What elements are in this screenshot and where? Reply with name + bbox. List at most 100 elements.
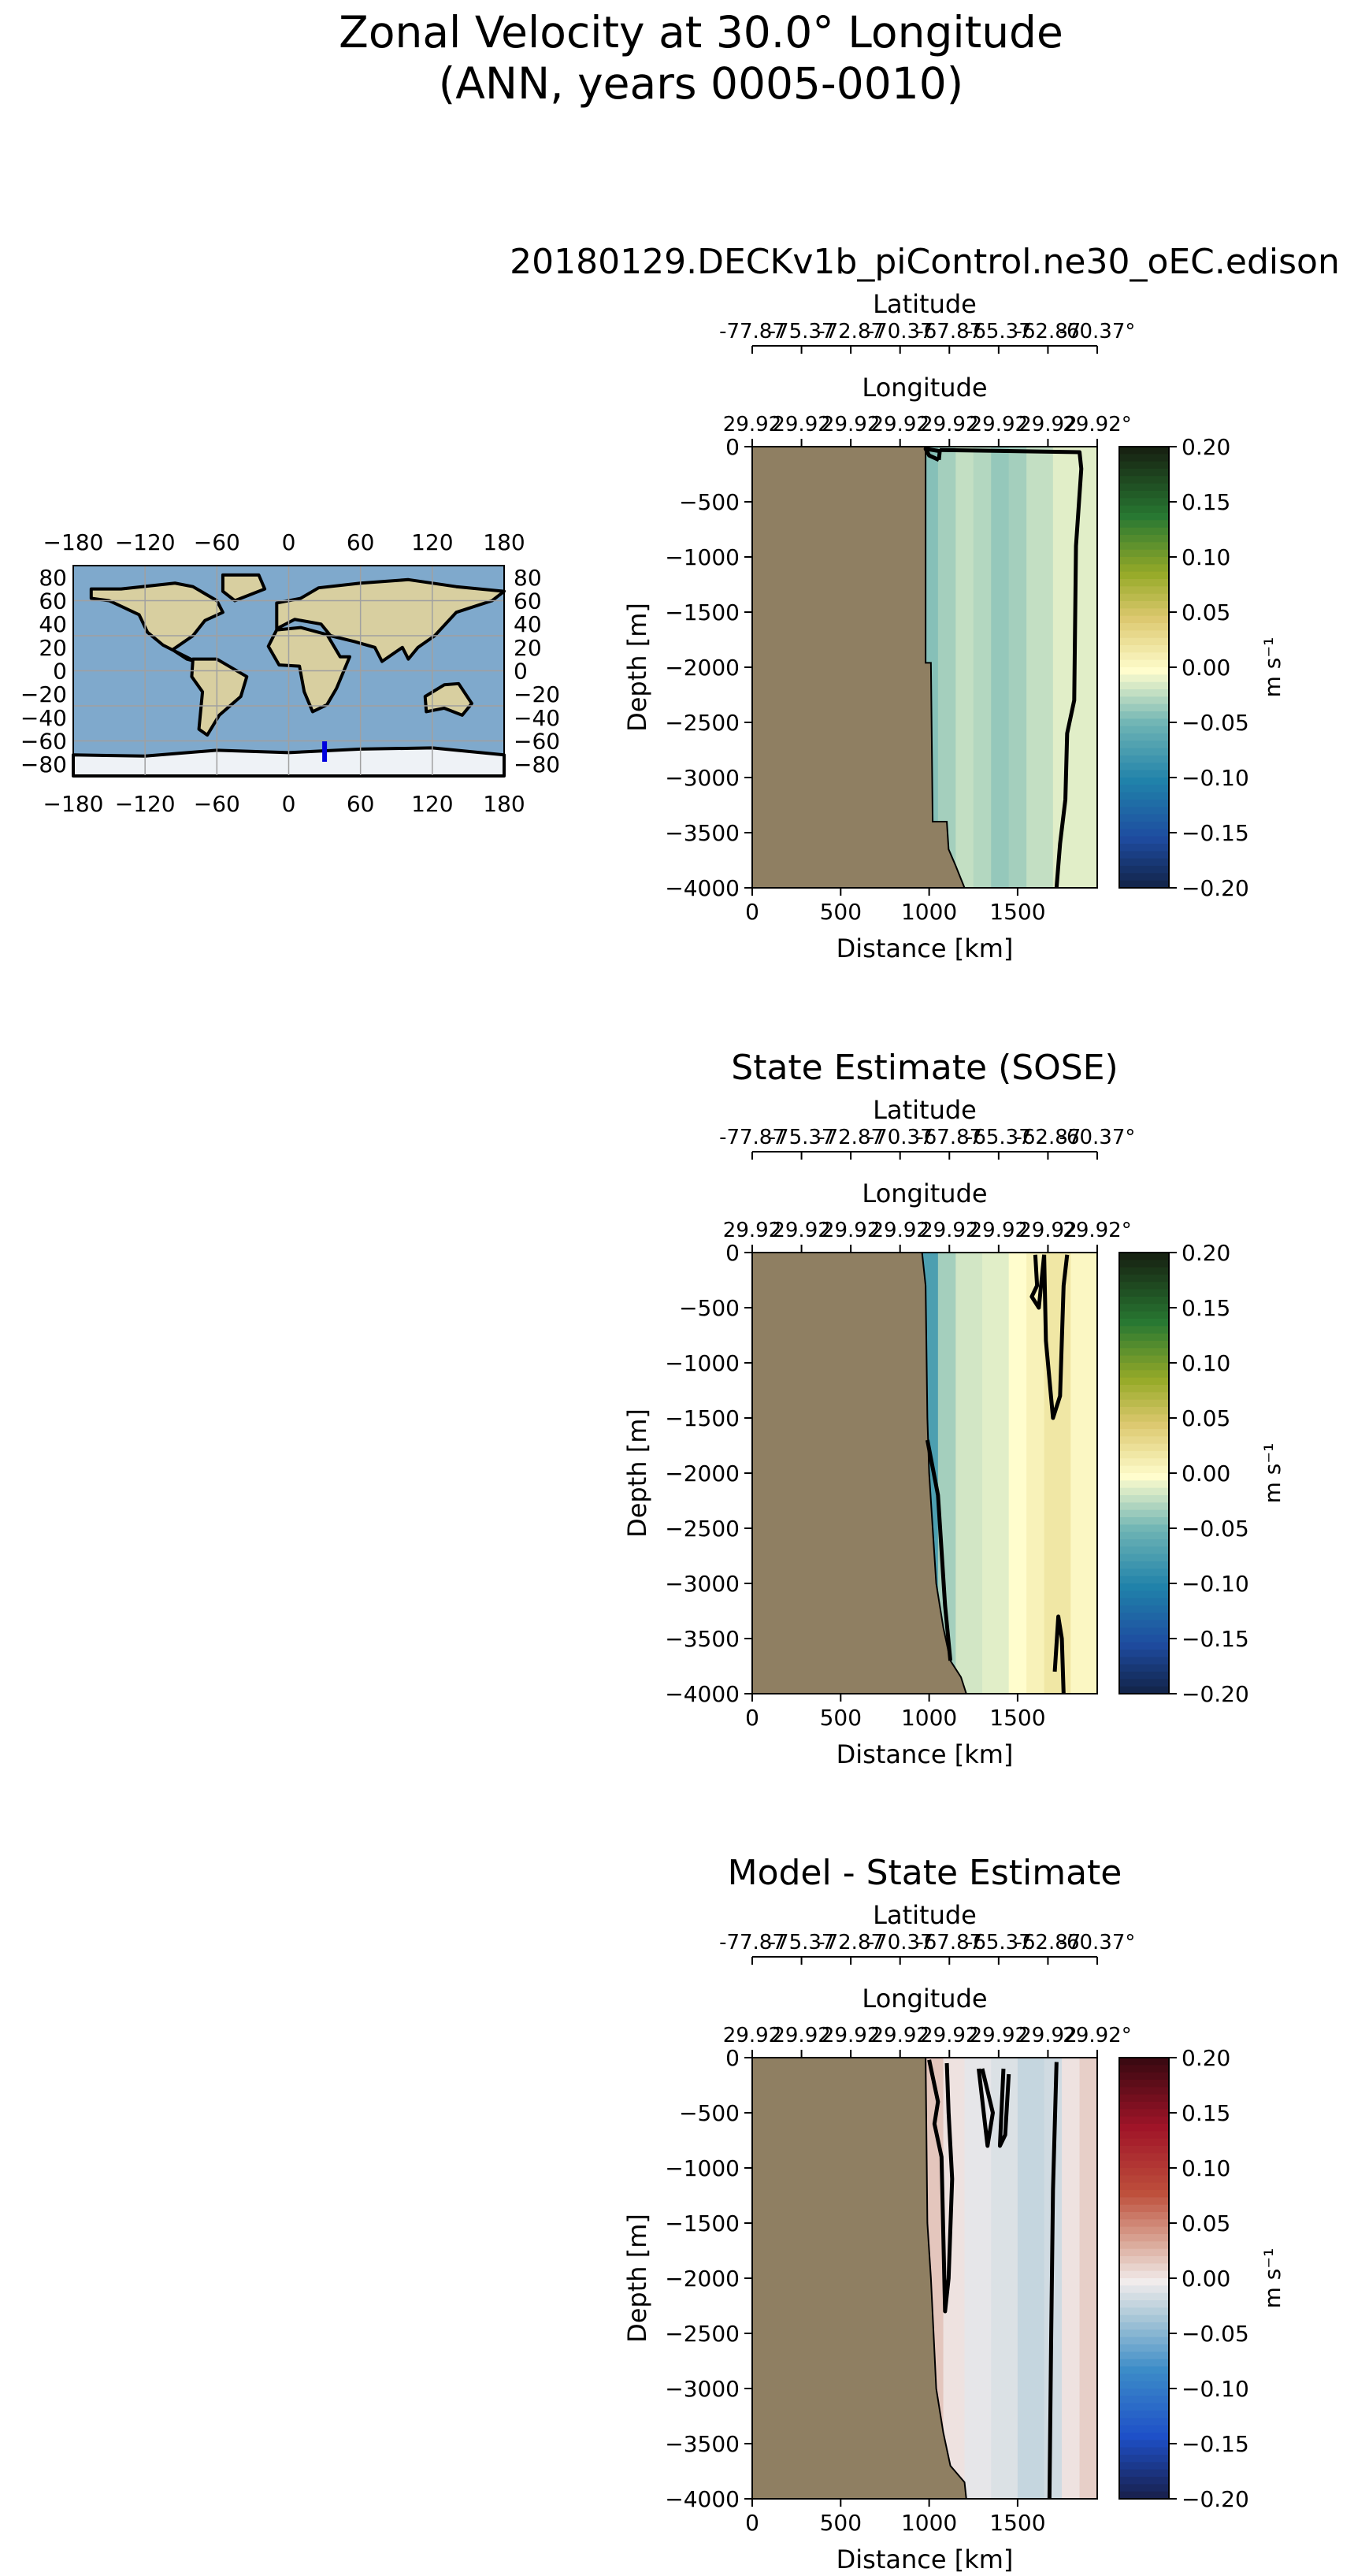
map-lat-tick-left: −80 (20, 752, 67, 778)
x-tick-label: 1000 (901, 2510, 957, 2536)
x-tick-label: 1000 (901, 899, 957, 925)
colorbar-tick-label: 0.15 (1182, 1295, 1230, 1321)
colorbar-tick-label: 0.15 (1182, 489, 1230, 515)
colorbar-cell (1119, 1311, 1169, 1320)
colorbar-cell (1119, 1319, 1169, 1327)
colorbar-cell (1119, 2241, 1169, 2250)
colorbar-cell (1119, 2168, 1169, 2177)
colorbar-cell (1119, 1289, 1169, 1297)
panel-title: 20180129.DECKv1b_piControl.ne30_oEC.edis… (510, 242, 1340, 282)
latitude-tick-label: -77.87 (719, 320, 785, 343)
colorbar-cell (1119, 1598, 1169, 1606)
field-cell (991, 447, 1010, 888)
colorbar-tick-label: 0.10 (1182, 544, 1230, 570)
longitude-tick-label: 29.92 (970, 2024, 1028, 2047)
map-lon-tick-bottom: 0 (282, 791, 296, 817)
latitude-tick-label: -72.87 (818, 1126, 884, 1149)
colorbar-cell (1119, 1664, 1169, 1672)
latitude-tick-label: -67.87 (916, 320, 982, 343)
latitude-axis-label: Latitude (873, 289, 977, 319)
x-tick-label: 0 (745, 1705, 759, 1731)
colorbar-cell (1119, 2124, 1169, 2132)
field-cell (1026, 447, 1054, 888)
colorbar-cell (1119, 2425, 1169, 2433)
colorbar-tick-label: −0.15 (1182, 2431, 1249, 2457)
colorbar-cell (1119, 630, 1169, 639)
colorbar-cell (1119, 2182, 1169, 2191)
colorbar-cell (1119, 800, 1169, 808)
colorbar-cell (1119, 2256, 1169, 2265)
longitude-tick-label: 29.92 (772, 1219, 830, 1242)
latitude-tick-label: -72.87 (818, 320, 884, 343)
y-tick-label: 0 (725, 2045, 740, 2071)
colorbar-cell (1119, 476, 1169, 484)
colorbar-cell (1119, 2131, 1169, 2140)
colorbar-cell (1119, 1304, 1169, 1312)
map-lon-tick-bottom: 180 (483, 791, 525, 817)
colorbar-cell (1119, 2300, 1169, 2309)
zero-contour (940, 447, 1084, 889)
panel-difference: Model - State Estimate Latitude -77.87-75.… (622, 1853, 1285, 2574)
colorbar-cell (1119, 2359, 1169, 2367)
colorbar-cell (1119, 1531, 1169, 1540)
colorbar-cell (1119, 1487, 1169, 1496)
colorbar-cell (1119, 1495, 1169, 1504)
colorbar-cell (1119, 1657, 1169, 1665)
longitude-tick-label: 29.92 (723, 413, 781, 436)
colorbar-tick-label: 0.05 (1182, 1405, 1230, 1431)
colorbar-cell (1119, 1628, 1169, 1636)
longitude-axis-label: Longitude (862, 1179, 987, 1208)
colorbar-cell (1119, 454, 1169, 462)
colorbar-cell (1119, 2226, 1169, 2235)
colorbar-cell (1119, 2433, 1169, 2441)
colorbar-cell (1119, 2462, 1169, 2470)
y-tick-label: −4000 (665, 2486, 740, 2512)
latitude-tick-label: -60.37° (1059, 1931, 1136, 1954)
x-tick-label: 500 (820, 1705, 862, 1731)
map-lon-tick-top: −60 (194, 529, 240, 555)
colorbar-cell (1119, 2329, 1169, 2338)
colorbar-cell (1119, 491, 1169, 499)
colorbar-cell (1119, 1253, 1169, 1261)
map-frame (72, 565, 505, 777)
colorbar-cell (1119, 1465, 1169, 1474)
latitude-tick-label: -77.87 (719, 1126, 785, 1149)
colorbar-cell (1119, 792, 1169, 800)
colorbar-cell (1119, 1480, 1169, 1489)
longitude-tick-label: 29.92 (970, 413, 1028, 436)
map-lat-tick-left: −40 (20, 705, 67, 731)
colorbar-cell (1119, 1686, 1169, 1694)
colorbar-tick-label: −0.10 (1182, 2376, 1249, 2402)
colorbar-cell (1119, 2469, 1169, 2478)
zero-contour (1047, 2062, 1059, 2500)
x-axis-label: Distance [km] (837, 2544, 1014, 2574)
y-axis-label: Depth [m] (622, 2214, 652, 2343)
y-tick-label: −3500 (665, 1626, 740, 1652)
colorbar-cell (1119, 2058, 1169, 2066)
field-cell (955, 1253, 983, 1694)
colorbar-cell (1119, 2344, 1169, 2353)
map-land-greenland (221, 573, 267, 603)
colorbar-cell (1119, 2477, 1169, 2485)
colorbar-cell (1119, 2087, 1169, 2095)
colorbar-label: m s⁻¹ (1259, 1443, 1285, 1504)
colorbar-cell (1119, 703, 1169, 712)
colorbar-cell (1119, 527, 1169, 536)
colorbar-cell (1119, 1576, 1169, 1584)
colorbar-cell (1119, 2418, 1169, 2426)
x-tick-label: 0 (745, 2510, 759, 2536)
colorbar-cell (1119, 2307, 1169, 2316)
colorbar-cell (1119, 689, 1169, 698)
colorbar-cell (1119, 2440, 1169, 2448)
colorbar-tick-label: −0.10 (1182, 1571, 1249, 1597)
field-cell (1070, 1253, 1098, 1694)
y-tick-label: −500 (679, 1295, 740, 1321)
longitude-tick-label: 29.92 (870, 2024, 929, 2047)
colorbar-cell (1119, 2080, 1169, 2088)
colorbar-tick-label: 0.20 (1182, 1240, 1230, 1266)
y-tick-label: −3000 (665, 1571, 740, 1597)
field-cell (982, 1253, 1010, 1694)
colorbar-cell (1119, 586, 1169, 595)
colorbar-cell (1119, 2403, 1169, 2411)
